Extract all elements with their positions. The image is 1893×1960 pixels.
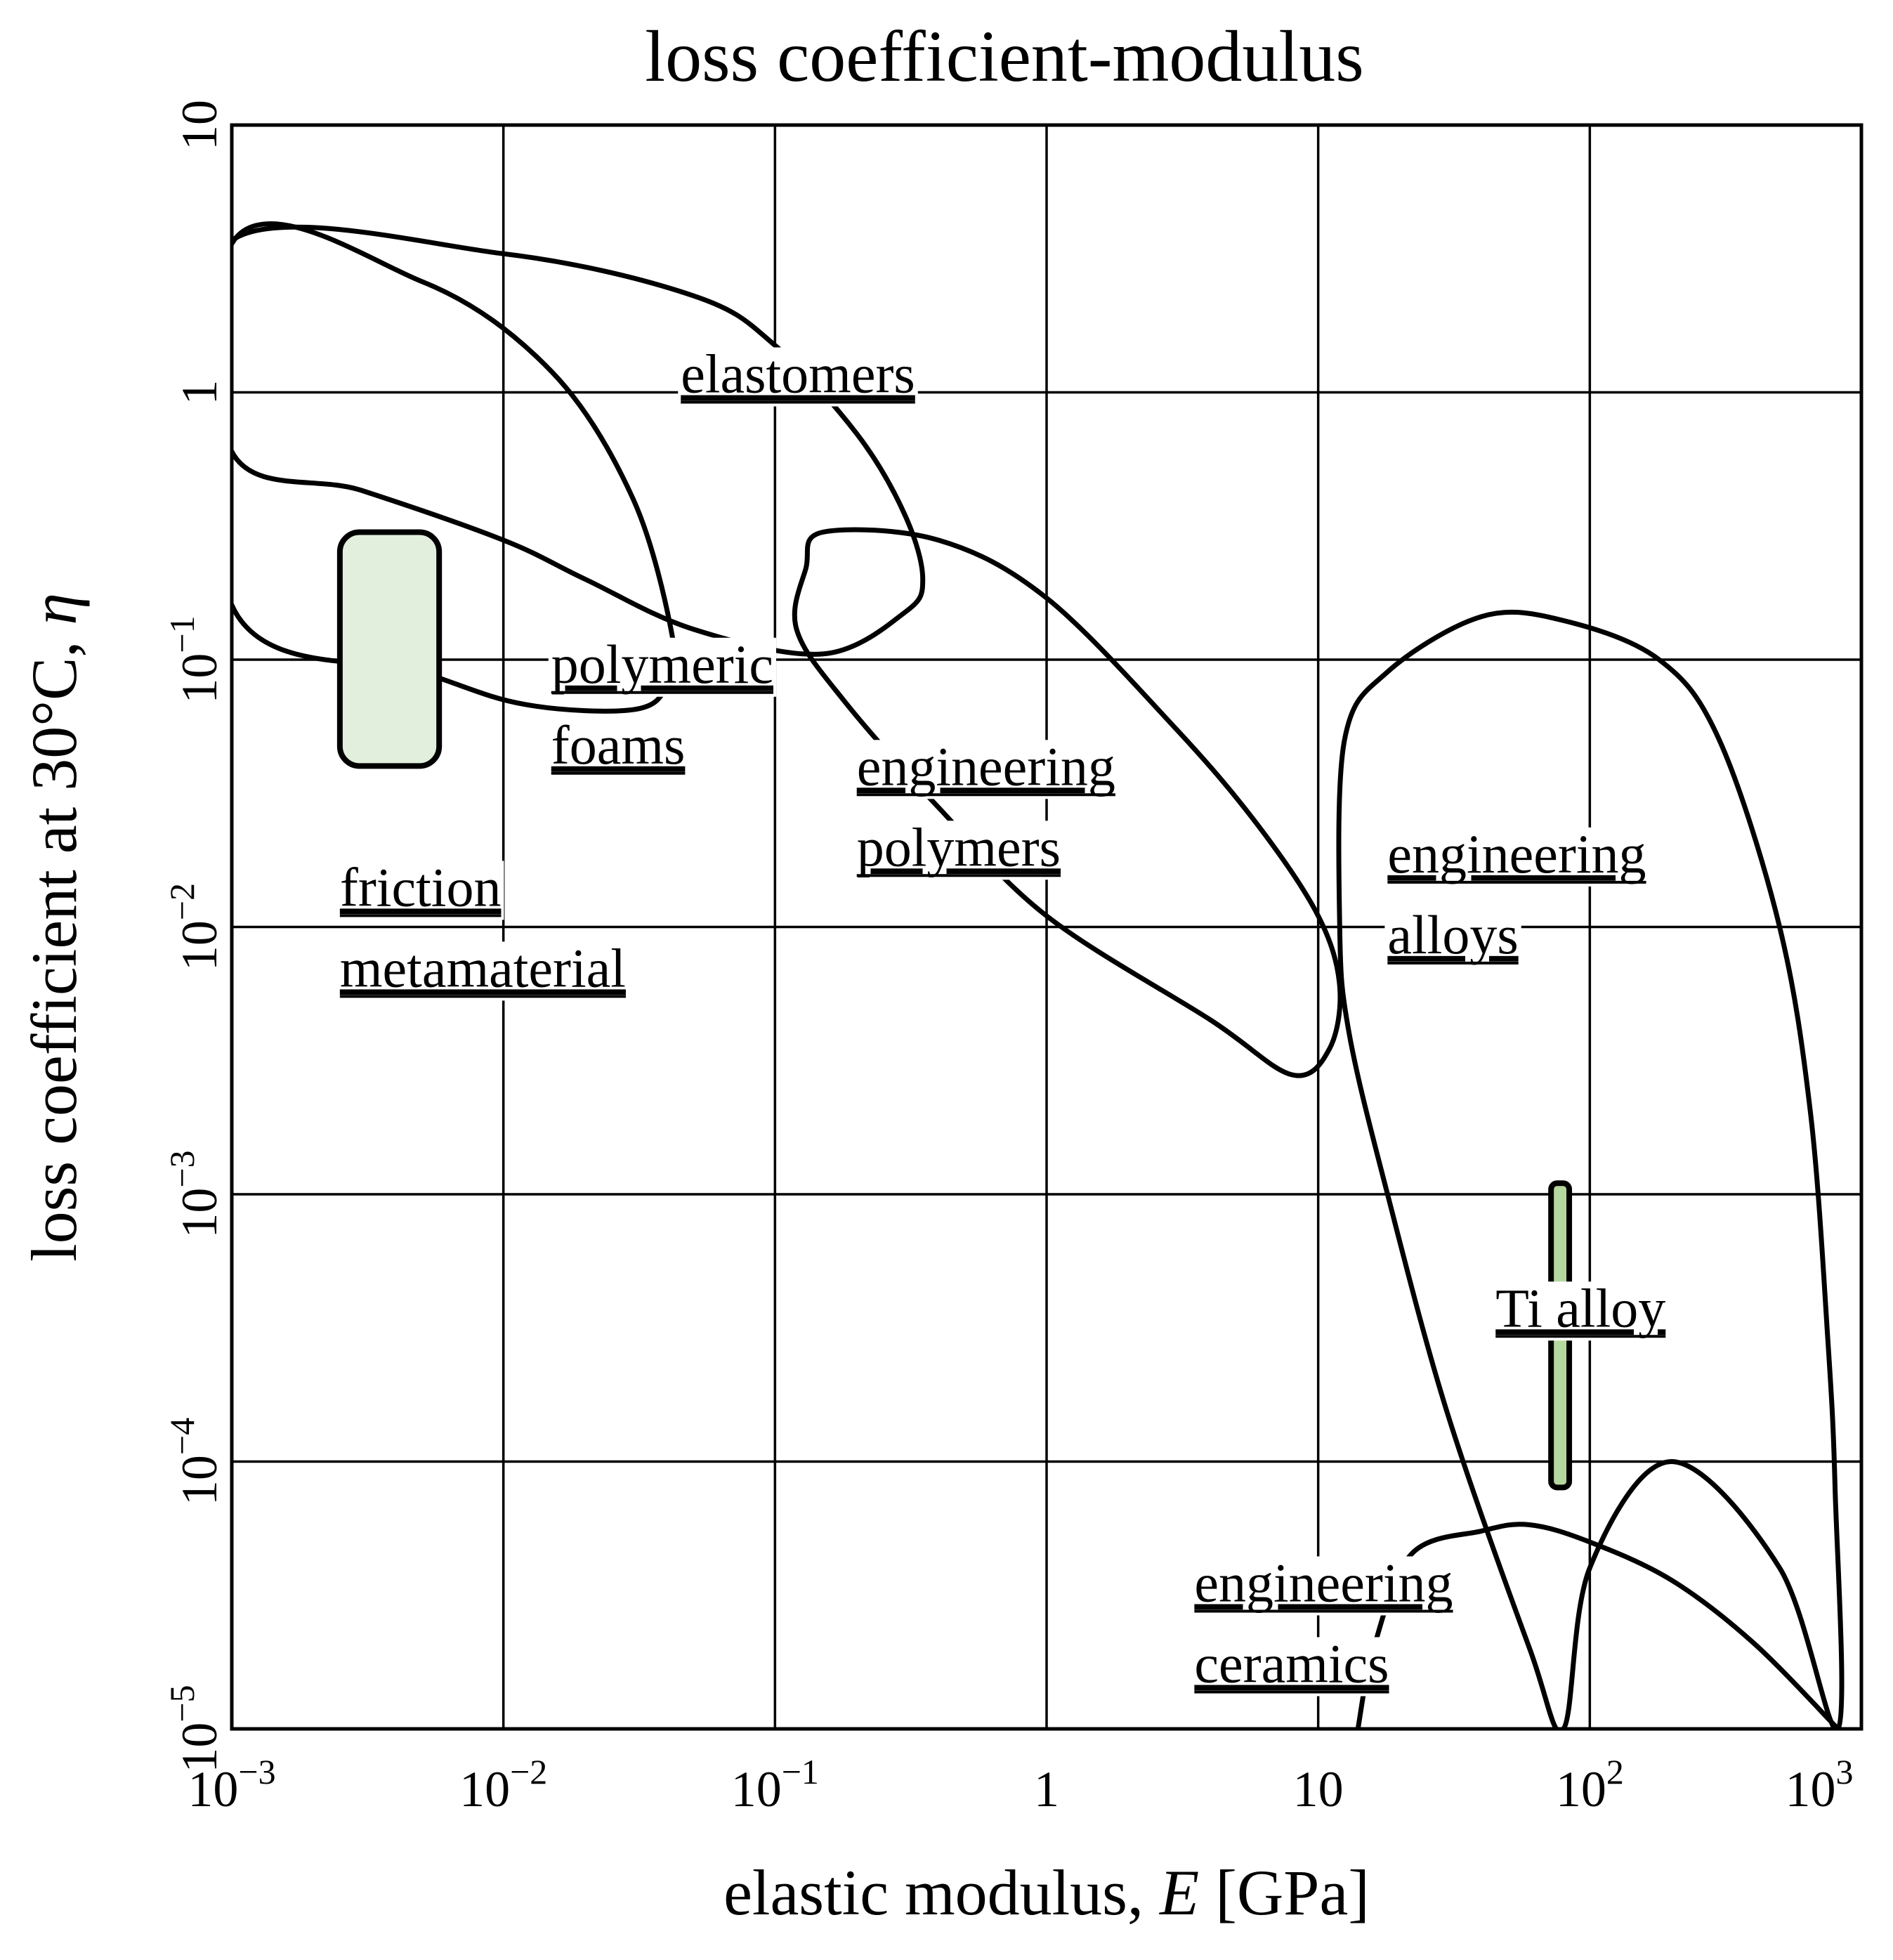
y-tick-exponent: −3 bbox=[162, 1150, 202, 1187]
x-axis-unit: [GPa] bbox=[1199, 1857, 1370, 1928]
y-tick-label: 10−5 bbox=[162, 1685, 228, 1772]
x-tick-exponent: 2 bbox=[1606, 1752, 1624, 1791]
label-engineering-alloys: engineering bbox=[1387, 823, 1646, 884]
label-background bbox=[1191, 1637, 1392, 1697]
y-axis-label-text: loss coefficient at 30°C, bbox=[18, 625, 90, 1262]
label-background bbox=[336, 861, 504, 920]
x-tick-label: 10−2 bbox=[459, 1752, 547, 1817]
region-engineering-ceramics bbox=[1355, 1522, 1840, 1729]
label-elastomers: elastomers bbox=[681, 344, 915, 405]
label-engineering-alloys: alloys bbox=[1387, 904, 1518, 965]
label-friction-metamaterial: metamaterial bbox=[340, 937, 626, 998]
y-tick-exponent: −1 bbox=[162, 615, 202, 653]
box-friction-metamaterial bbox=[336, 529, 443, 769]
x-tick-exponent: −2 bbox=[510, 1752, 547, 1791]
label-background bbox=[678, 347, 918, 407]
label-polymeric-foams: polymeric bbox=[551, 634, 773, 695]
grid bbox=[230, 124, 1863, 1730]
region-engineering-polymers bbox=[792, 527, 1343, 1078]
y-tick: 1 bbox=[171, 380, 228, 405]
y-tick-label: 1 bbox=[171, 380, 228, 405]
x-tick-labels: 10−3 10−2 10−1 1 10 102 103 bbox=[188, 1752, 1853, 1817]
plot-frame bbox=[230, 123, 1863, 1731]
y-tick: 10−5 bbox=[162, 1685, 228, 1772]
y-tick-exponent: −5 bbox=[162, 1685, 202, 1722]
label-background bbox=[853, 740, 1118, 799]
x-tick-exponent: 3 bbox=[1836, 1752, 1854, 1791]
x-tick-label: 10 bbox=[1293, 1761, 1344, 1817]
label-background bbox=[548, 718, 688, 778]
y-tick-label: 10−2 bbox=[162, 883, 228, 971]
x-tick-exponent: −3 bbox=[238, 1752, 275, 1791]
x-tick-exponent: −1 bbox=[782, 1752, 819, 1791]
y-tick-labels: 10 1 10−1 10−2 10−3 10−4 10−5 bbox=[162, 100, 228, 1773]
y-tick: 10−1 bbox=[162, 615, 228, 703]
label-background bbox=[1191, 1556, 1456, 1616]
y-tick-label: 10−4 bbox=[162, 1418, 228, 1505]
chart-title: loss coefficient-modulus bbox=[645, 16, 1363, 97]
label-background bbox=[548, 637, 776, 697]
y-tick-label: 10 bbox=[171, 100, 228, 150]
label-friction-metamaterial: friction bbox=[340, 856, 502, 917]
y-tick: 10−2 bbox=[162, 883, 228, 971]
label-engineering-polymers: engineering bbox=[857, 736, 1115, 797]
x-tick-label: 103 bbox=[1786, 1752, 1854, 1817]
y-tick-exponent: −2 bbox=[162, 883, 202, 920]
label-engineering-ceramics: engineering bbox=[1194, 1552, 1453, 1613]
label-engineering-ceramics: ceramics bbox=[1194, 1633, 1389, 1694]
y-axis-symbol: η bbox=[18, 593, 90, 625]
y-tick-label: 10−3 bbox=[162, 1150, 228, 1238]
region-labels: elastomers polymeric foams engineering polym… bbox=[336, 344, 1669, 1697]
region-engineering-alloys bbox=[1336, 609, 1845, 1729]
y-axis-label: loss coefficient at 30°C, η bbox=[18, 593, 90, 1262]
label-background bbox=[336, 941, 629, 1001]
x-tick-label: 10−3 bbox=[188, 1752, 275, 1817]
region-elastomers bbox=[232, 224, 926, 657]
label-background bbox=[1384, 908, 1521, 967]
y-tick: 10−3 bbox=[162, 1150, 228, 1238]
label-background bbox=[1384, 827, 1649, 887]
x-tick-label: 10−1 bbox=[731, 1752, 819, 1817]
label-background bbox=[853, 821, 1064, 880]
y-tick-label: 10−1 bbox=[162, 615, 228, 703]
label-engineering-polymers: polymers bbox=[857, 816, 1061, 877]
x-axis-label-text: elastic modulus, bbox=[723, 1857, 1160, 1928]
label-ti-alloy: Ti alloy bbox=[1495, 1277, 1665, 1338]
x-axis-label: elastic modulus, E [GPa] bbox=[723, 1857, 1370, 1928]
highlighted-materials bbox=[336, 529, 1573, 1491]
x-tick-label: 102 bbox=[1556, 1752, 1624, 1817]
y-tick: 10−4 bbox=[162, 1418, 228, 1505]
label-background bbox=[1493, 1281, 1669, 1341]
label-polymeric-foams: foams bbox=[551, 714, 686, 776]
y-tick-exponent: −4 bbox=[162, 1418, 202, 1455]
x-axis-symbol: E bbox=[1158, 1857, 1199, 1928]
y-tick: 10 bbox=[171, 100, 228, 150]
x-tick-label: 1 bbox=[1034, 1761, 1059, 1817]
